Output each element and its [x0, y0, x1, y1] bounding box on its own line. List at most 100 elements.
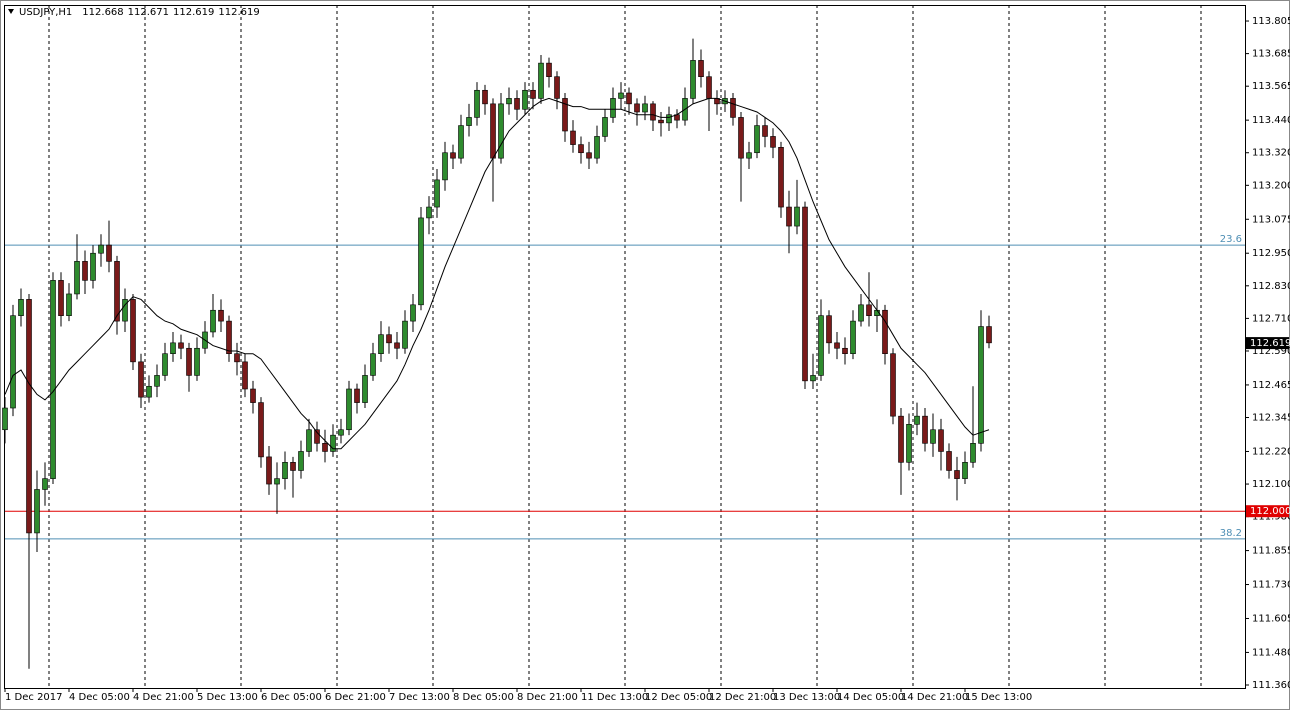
candle-body	[954, 470, 960, 479]
candle-body	[74, 261, 80, 295]
candle-body	[114, 261, 120, 322]
candle-body	[890, 353, 896, 417]
candle-body	[498, 103, 504, 159]
x-tick-label: 1 Dec 2017	[5, 692, 63, 703]
x-tick-label: 5 Dec 13:00	[197, 692, 258, 703]
candle-body	[450, 152, 456, 159]
candle-body	[906, 424, 912, 463]
candle-body	[946, 451, 952, 471]
candle-body	[794, 206, 800, 227]
candle-body	[914, 415, 920, 425]
candle-body	[738, 117, 744, 159]
candle-body	[298, 451, 304, 471]
candle-body	[818, 315, 824, 376]
y-tick-label: 113.075	[1252, 214, 1290, 225]
x-tick-label: 14 Dec 05:00	[837, 692, 904, 703]
candle-body	[538, 62, 544, 99]
candle-body	[34, 489, 40, 534]
candle-body	[282, 462, 288, 479]
candle-body	[146, 385, 152, 398]
x-tick-label: 12 Dec 05:00	[645, 692, 712, 703]
last-price-tag	[1246, 337, 1289, 350]
candle-body	[642, 103, 648, 113]
candle-body	[834, 342, 840, 349]
candle-body	[178, 342, 184, 349]
candle-body	[442, 152, 448, 181]
candle-body	[842, 347, 848, 354]
x-tick-label: 14 Dec 21:00	[901, 692, 968, 703]
candle-body	[810, 375, 816, 382]
x-tick-label: 6 Dec 05:00	[261, 692, 322, 703]
candle-body	[962, 462, 968, 479]
candle-body	[210, 309, 216, 333]
candle-body	[378, 334, 384, 354]
candle-body	[218, 309, 224, 322]
candle-body	[258, 402, 264, 458]
candle-body	[130, 299, 136, 363]
candle-body	[858, 304, 864, 322]
candle-body	[922, 415, 928, 444]
candle-body	[666, 114, 672, 124]
candle-body	[562, 98, 568, 132]
candle-body	[474, 89, 480, 118]
candle-body	[410, 304, 416, 322]
candle-body	[226, 320, 232, 354]
candle-body	[66, 293, 72, 316]
y-tick-label: 112.220	[1252, 446, 1290, 457]
y-tick-label: 111.855	[1252, 546, 1290, 557]
price-line-label: 112.000	[1250, 506, 1290, 517]
candle-body	[82, 261, 88, 281]
candle-body	[866, 304, 872, 316]
candle-body	[938, 429, 944, 452]
candle-body	[122, 299, 128, 322]
symbol: USDJPY,H1	[19, 7, 72, 18]
y-tick-label: 113.805	[1252, 16, 1290, 27]
low: 112.619	[173, 7, 214, 18]
x-tick-label: 6 Dec 21:00	[325, 692, 386, 703]
candle-body	[138, 361, 144, 398]
x-tick-label: 8 Dec 05:00	[453, 692, 514, 703]
y-tick-label: 113.320	[1252, 148, 1290, 159]
candle-body	[506, 98, 512, 105]
candle-body	[634, 103, 640, 113]
candle-body	[2, 407, 8, 431]
candle-body	[586, 152, 592, 159]
y-tick-label: 113.200	[1252, 180, 1290, 191]
x-tick-label: 12 Dec 21:00	[709, 692, 776, 703]
candle-body	[730, 98, 736, 118]
y-tick-label: 112.830	[1252, 281, 1290, 292]
candle-body	[658, 119, 664, 124]
x-tick-label: 4 Dec 21:00	[133, 692, 194, 703]
candle-body	[242, 361, 248, 390]
candle-body	[978, 326, 984, 444]
candle-body	[426, 206, 432, 219]
candle-body	[826, 315, 832, 344]
candle-body	[434, 179, 440, 208]
moving-average	[4, 97, 990, 450]
open: 112.668	[82, 7, 123, 18]
candle-body	[898, 415, 904, 463]
candle-body	[314, 429, 320, 444]
high: 112.671	[128, 7, 169, 18]
candle-body	[778, 147, 784, 208]
x-tick-label: 13 Dec 13:00	[773, 692, 840, 703]
candle-body	[482, 89, 488, 105]
candle-body	[530, 89, 536, 99]
y-tick-label: 112.590	[1252, 346, 1290, 357]
fib-label: 38.2	[1220, 528, 1242, 539]
candle-body	[626, 92, 632, 105]
candle-body	[698, 60, 704, 77]
close: 112.619	[218, 7, 259, 18]
candle-body	[154, 375, 160, 387]
candle-body	[274, 478, 280, 485]
candle-body	[554, 76, 560, 99]
candle-body	[266, 456, 272, 485]
candle-body	[882, 309, 888, 354]
candle-body	[578, 144, 584, 154]
candle-body	[98, 244, 104, 254]
candle-body	[394, 342, 400, 349]
candle-body	[290, 462, 296, 471]
candle-body	[930, 429, 936, 444]
candle-body	[402, 320, 408, 349]
